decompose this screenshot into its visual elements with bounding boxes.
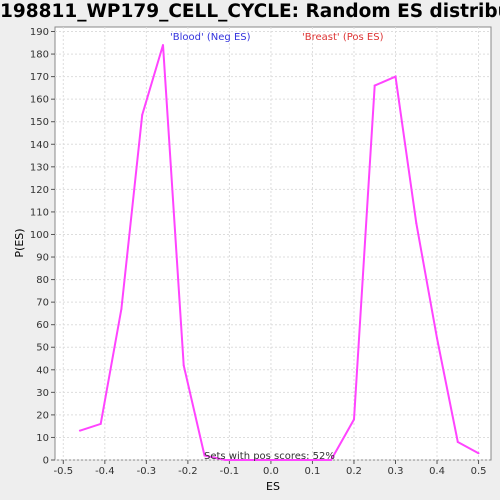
data-point [352,418,355,421]
y-tick-label: 40 [36,365,49,376]
chart-title: 198811_WP179_CELL_CYCLE: Random ES distr… [0,1,500,22]
data-point [245,459,248,461]
y-tick-label: 160 [30,95,49,106]
data-point [415,222,418,225]
y-tick-label: 150 [30,117,49,128]
y-tick-label: 30 [36,388,49,399]
x-axis-label: ES [266,480,280,493]
data-point [78,429,81,432]
data-point [120,307,123,310]
data-point [477,452,480,455]
y-tick-label: 70 [36,298,49,309]
pos-scores-note: Sets with pos scores: 52% [204,451,335,462]
data-point [286,459,289,461]
y-tick-label: 100 [30,230,49,241]
x-tick-label: -0.4 [95,466,115,477]
data-point [141,113,144,116]
x-tick-label: 0.5 [471,466,487,477]
data-point [373,84,376,87]
data-point [330,459,333,461]
y-tick-label: 190 [30,27,49,38]
y-tick-label: 90 [36,253,49,264]
x-tick-label: -0.2 [178,466,198,477]
y-tick-label: 60 [36,320,49,331]
data-point [203,454,206,457]
y-axis-label: P(ES) [13,228,26,257]
x-tick-label: 0.0 [263,466,279,477]
y-tick-label: 0 [43,456,49,467]
x-tick-label: -0.3 [137,466,157,477]
data-point [394,75,397,78]
y-tick-label: 50 [36,343,49,354]
y-tick-label: 10 [36,433,49,444]
plot-area [54,26,492,461]
y-tick-label: 110 [30,207,49,218]
grid [55,27,491,461]
y-tick-label: 140 [30,140,49,151]
data-point [456,440,459,443]
x-tick-label: 0.3 [388,466,404,477]
y-tick-label: 180 [30,50,49,61]
pos-es-label: 'Breast' (Pos ES) [302,32,384,43]
axis-ticks: -0.5 -0.4 -0.3 -0.2 -0.1 0.0 0.1 0.2 0.3 0.4 0.5 0 1… [30,27,487,477]
data-point [161,44,164,47]
x-tick-label: 0.4 [429,466,445,477]
y-tick-label: 130 [30,162,49,173]
y-tick-label: 120 [30,185,49,196]
x-tick-label: 0.2 [346,466,362,477]
data-points [78,44,480,461]
x-tick-label: -0.5 [54,466,74,477]
data-point [182,364,185,367]
neg-es-label: 'Blood' (Neg ES) [170,32,251,43]
x-tick-label: 0.1 [304,466,320,477]
data-point [307,459,310,461]
y-tick-label: 170 [30,72,49,83]
series-line [79,44,479,461]
y-tick-label: 80 [36,275,49,286]
data-point [224,459,227,461]
y-tick-label: 20 [36,410,49,421]
data-point [99,422,102,425]
data-point [436,337,439,340]
data-point [265,459,268,461]
x-tick-label: -0.1 [220,466,240,477]
